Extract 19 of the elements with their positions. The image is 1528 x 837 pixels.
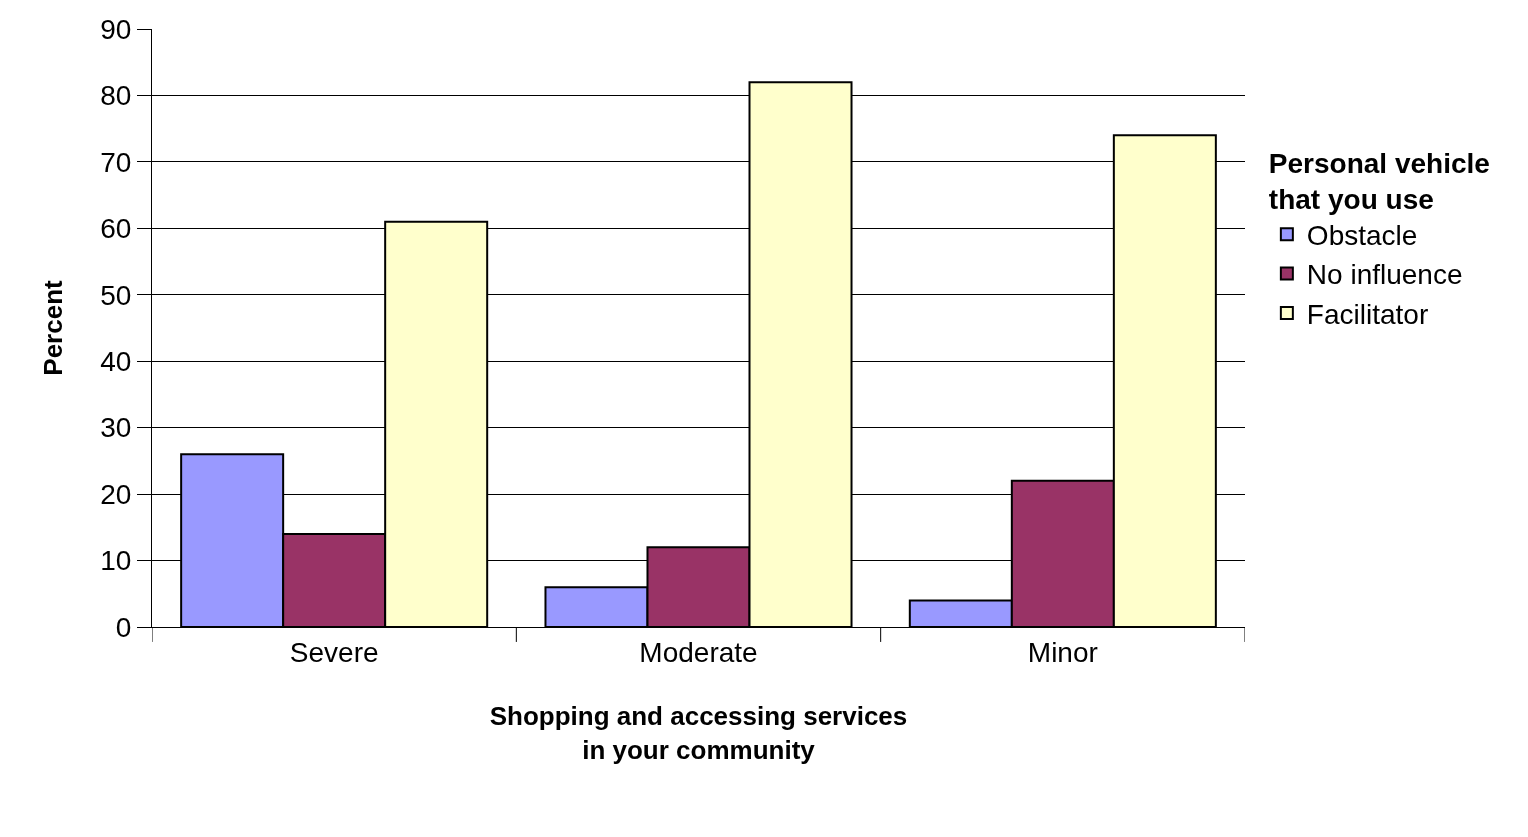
y-tick-label: 60 bbox=[100, 213, 132, 245]
legend-label: Facilitator bbox=[1306, 298, 1429, 330]
y-tick-label: 80 bbox=[100, 80, 132, 112]
x-tick-label: Minor bbox=[1027, 636, 1098, 668]
y-tick-label: 30 bbox=[100, 412, 132, 444]
legend-title: Personal vehicle that you use bbox=[1268, 148, 1490, 216]
y-tick-label: 40 bbox=[100, 346, 132, 378]
y-tick-label: 90 bbox=[100, 13, 132, 45]
x-tick-label: Moderate bbox=[639, 636, 758, 668]
legend-label: No influence bbox=[1306, 259, 1463, 291]
y-tick-label: 20 bbox=[100, 478, 132, 510]
legend-label: Obstacle bbox=[1306, 220, 1418, 252]
x-tick-label: Severe bbox=[289, 636, 379, 668]
y-tick-label: 70 bbox=[100, 146, 132, 178]
y-tick-label: 0 bbox=[115, 611, 132, 643]
y-axis-title: Percent bbox=[37, 279, 68, 376]
y-tick-label: 50 bbox=[100, 279, 132, 311]
x-axis-title: Shopping and accessing services in your community bbox=[489, 701, 908, 766]
y-tick-label: 10 bbox=[100, 545, 132, 577]
